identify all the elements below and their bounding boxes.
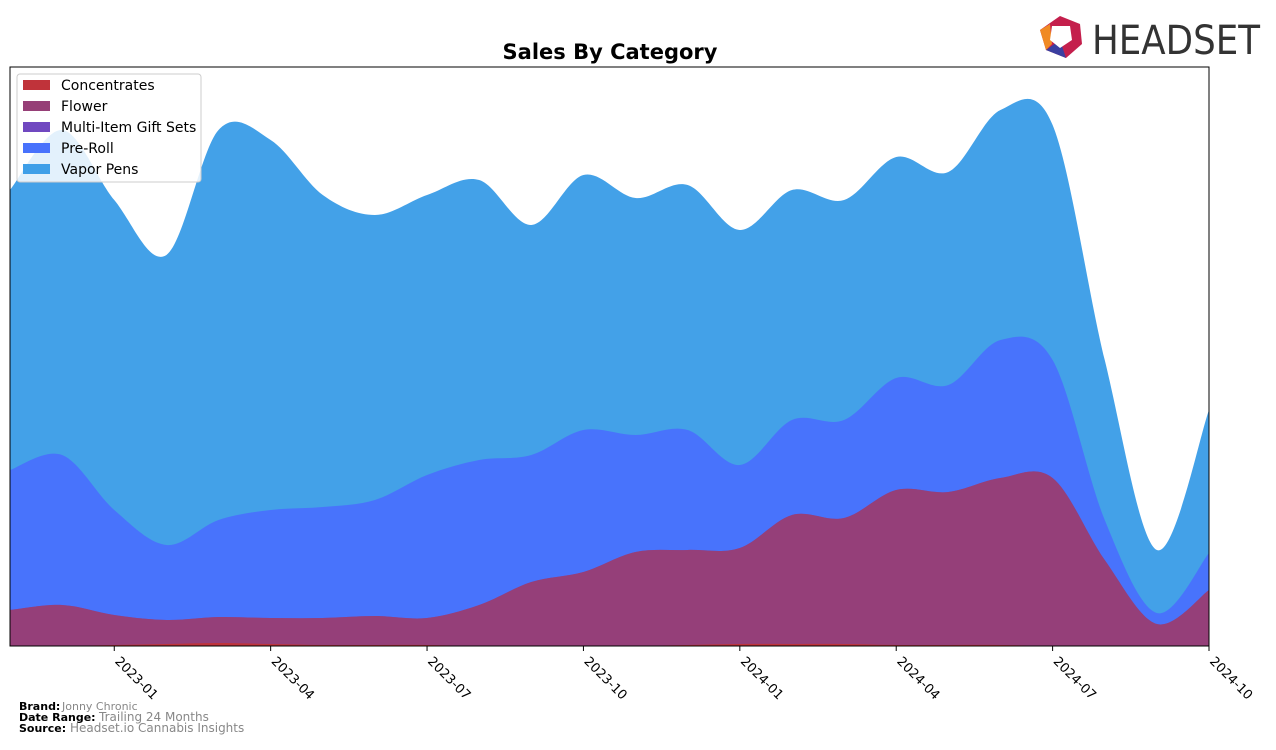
legend-label: Concentrates (61, 78, 155, 94)
legend-label: Flower (61, 99, 108, 115)
x-tick-label: 2024-10 (1206, 654, 1255, 703)
chart-title: Sales By Category (503, 40, 718, 64)
x-tick-label: 2024-04 (893, 654, 942, 703)
legend-label: Multi-Item Gift Sets (61, 120, 196, 136)
logo-icon-hole (1050, 26, 1072, 48)
plot-frame (9, 66, 1210, 647)
area (10, 471, 1209, 646)
footer-value: Headset.io Cannabis Insights (70, 721, 244, 735)
x-tick-label: 2023-01 (111, 654, 160, 703)
legend: Concentrates Flower Multi-Item Gift Sets Pr… (16, 73, 202, 183)
legend-swatch (23, 143, 50, 153)
plot-area (10, 98, 1209, 647)
x-tick-label: 2024-07 (1050, 654, 1099, 703)
legend-swatch (23, 122, 50, 132)
logo-icon-part (1040, 24, 1052, 50)
x-tick-label: 2024-01 (737, 654, 786, 703)
x-tick-label: 2023-10 (581, 654, 630, 703)
legend-label: Vapor Pens (61, 162, 138, 178)
logo: HEADSET (1040, 16, 1260, 64)
footer-label: Source: (19, 722, 66, 735)
x-tick-label: 2023-04 (268, 654, 317, 703)
legend-box (16, 73, 202, 183)
footer-label: Brand: (19, 700, 60, 713)
legend-label: Pre-Roll (61, 141, 114, 157)
footer-label: Date Range: (19, 711, 96, 724)
footer-value: Jonny Chronic (61, 700, 138, 713)
legend-swatch (23, 80, 50, 90)
x-tick-label: 2023-07 (424, 654, 473, 703)
legend-swatch (23, 101, 50, 111)
area (10, 643, 1209, 647)
logo-text: HEADSET (1092, 18, 1260, 64)
footer-value: Trailing 24 Months (98, 710, 209, 724)
legend-swatch (23, 164, 50, 174)
